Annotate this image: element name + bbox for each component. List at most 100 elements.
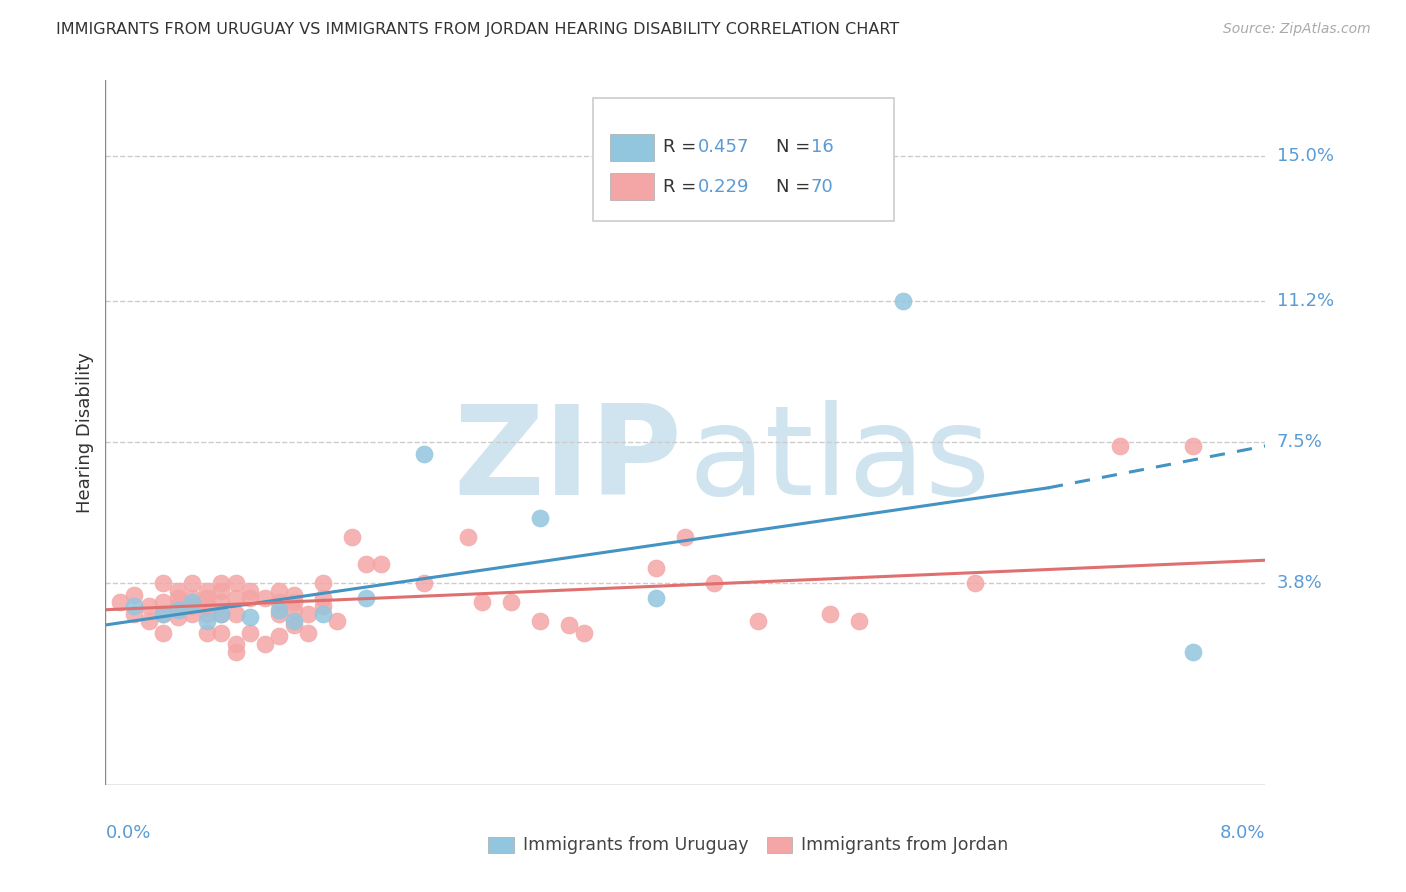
Point	[124, 607, 146, 621]
Text: 8.0%: 8.0%	[1220, 824, 1265, 842]
Text: atlas: atlas	[689, 401, 991, 521]
Point	[529, 614, 551, 628]
Point	[239, 583, 262, 598]
Point	[167, 599, 190, 613]
Point	[283, 587, 305, 601]
Text: 15.0%: 15.0%	[1277, 147, 1333, 165]
Point	[195, 583, 218, 598]
Text: ZIP: ZIP	[453, 401, 682, 521]
Point	[211, 583, 233, 598]
Point	[152, 595, 174, 609]
Point	[211, 607, 233, 621]
Point	[312, 599, 335, 613]
Point	[181, 576, 204, 591]
Text: IMMIGRANTS FROM URUGUAY VS IMMIGRANTS FROM JORDAN HEARING DISABILITY CORRELATION: IMMIGRANTS FROM URUGUAY VS IMMIGRANTS FR…	[56, 22, 900, 37]
Point	[124, 587, 146, 601]
Point	[269, 607, 291, 621]
Point	[108, 595, 131, 609]
Bar	[766, 837, 792, 853]
Point	[239, 591, 262, 606]
Point	[312, 591, 335, 606]
Point	[195, 614, 218, 628]
Point	[181, 599, 204, 613]
Point	[152, 607, 174, 621]
Point	[239, 625, 262, 640]
FancyBboxPatch shape	[593, 98, 894, 221]
Point	[225, 591, 247, 606]
Point	[848, 614, 870, 628]
Point	[211, 607, 233, 621]
Point	[167, 603, 190, 617]
Point	[326, 614, 349, 628]
Text: Immigrants from Jordan: Immigrants from Jordan	[801, 836, 1008, 854]
Point	[152, 576, 174, 591]
Point	[283, 618, 305, 632]
Point	[675, 530, 697, 544]
Text: 70: 70	[811, 178, 834, 195]
Point	[239, 610, 262, 624]
Point	[340, 530, 363, 544]
Point	[297, 607, 319, 621]
Point	[645, 591, 668, 606]
Point	[181, 591, 204, 606]
Text: 16: 16	[811, 138, 834, 156]
Point	[747, 614, 769, 628]
Point	[501, 595, 523, 609]
Point	[152, 607, 174, 621]
Text: 3.8%: 3.8%	[1277, 574, 1322, 592]
Point	[965, 576, 987, 591]
Point	[195, 625, 218, 640]
Text: 0.0%: 0.0%	[105, 824, 150, 842]
Text: R =: R =	[664, 138, 703, 156]
Point	[152, 625, 174, 640]
Point	[225, 607, 247, 621]
Point	[891, 294, 914, 309]
Point	[413, 446, 436, 460]
Point	[1109, 439, 1132, 453]
Point	[195, 607, 218, 621]
Point	[312, 607, 335, 621]
Bar	[610, 173, 654, 200]
Point	[211, 625, 233, 640]
Point	[138, 614, 160, 628]
Point	[1181, 645, 1204, 659]
Point	[138, 599, 160, 613]
Text: R =: R =	[664, 178, 703, 195]
Point	[529, 511, 551, 525]
Text: 0.229: 0.229	[699, 178, 749, 195]
Point	[181, 595, 204, 609]
Point	[645, 561, 668, 575]
Text: 11.2%: 11.2%	[1277, 293, 1334, 310]
Point	[225, 645, 247, 659]
Point	[225, 576, 247, 591]
Point	[283, 595, 305, 609]
Point	[356, 557, 378, 571]
Text: Immigrants from Uruguay: Immigrants from Uruguay	[523, 836, 748, 854]
Text: Source: ZipAtlas.com: Source: ZipAtlas.com	[1223, 22, 1371, 37]
Point	[1181, 439, 1204, 453]
Point	[269, 595, 291, 609]
Text: N =: N =	[776, 178, 815, 195]
Point	[124, 599, 146, 613]
Point	[211, 576, 233, 591]
Point	[269, 603, 291, 617]
Point	[703, 576, 725, 591]
Point	[269, 583, 291, 598]
Point	[370, 557, 392, 571]
Point	[283, 614, 305, 628]
Point	[253, 637, 276, 651]
Point	[195, 591, 218, 606]
Bar	[610, 134, 654, 161]
Point	[167, 610, 190, 624]
Point	[457, 530, 479, 544]
Point	[471, 595, 494, 609]
Point	[283, 603, 305, 617]
Point	[297, 625, 319, 640]
Point	[167, 591, 190, 606]
Point	[820, 607, 842, 621]
Point	[572, 625, 595, 640]
Point	[413, 576, 436, 591]
Bar	[488, 837, 513, 853]
Point	[356, 591, 378, 606]
Point	[225, 637, 247, 651]
